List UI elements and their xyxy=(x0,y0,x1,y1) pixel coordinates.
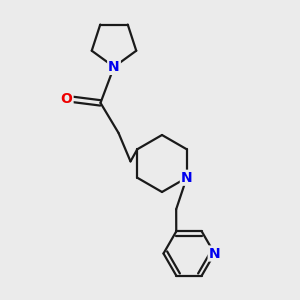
Text: N: N xyxy=(181,171,193,185)
Text: O: O xyxy=(61,92,73,106)
Text: N: N xyxy=(108,60,120,74)
Text: N: N xyxy=(209,247,220,260)
